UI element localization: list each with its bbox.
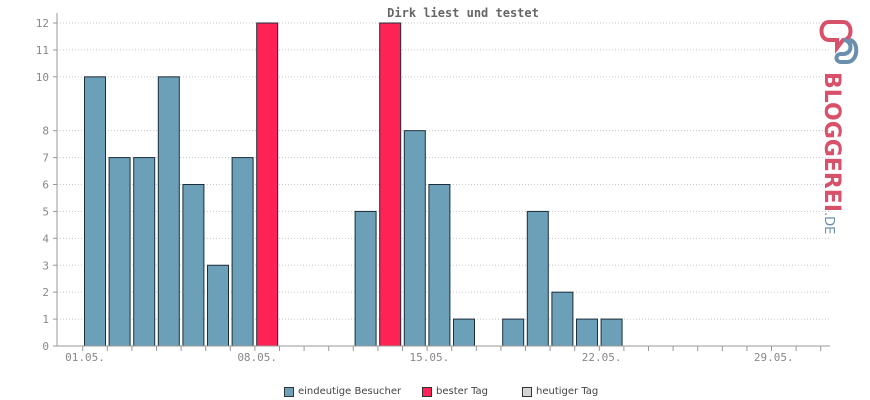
legend-item-best-day: bester Tag xyxy=(422,386,488,397)
visitor-bar xyxy=(207,264,229,347)
best-day-bar xyxy=(379,22,402,347)
best-day-bar xyxy=(256,22,279,347)
logo-suffix: .DE xyxy=(821,212,836,235)
y-tick-label: 5 xyxy=(42,205,49,218)
x-tick-label: 08.05. xyxy=(237,351,277,364)
legend-label-best-day: bester Tag xyxy=(436,386,489,397)
visitor-bar xyxy=(231,157,254,347)
legend-item-visitors: eindeutige Besucher xyxy=(284,386,401,397)
visitor-bar xyxy=(84,76,106,347)
x-tick-label: 29.05. xyxy=(754,351,794,364)
legend-item-today: heutiger Tag xyxy=(522,386,598,397)
visitor-bar xyxy=(576,318,598,347)
visitor-bar xyxy=(600,318,623,347)
legend-swatch-visitors xyxy=(284,386,294,397)
y-tick-label: 6 xyxy=(42,179,49,192)
visitor-bar xyxy=(502,318,525,347)
y-tick-label: 2 xyxy=(42,286,49,299)
legend-label-visitors: eindeutige Besucher xyxy=(298,386,402,397)
visitor-bar xyxy=(354,210,377,347)
y-tick-label: 11 xyxy=(36,44,49,57)
y-tick-label: 1 xyxy=(42,313,49,326)
logo-name: BLOGGEREI xyxy=(819,72,844,213)
bloggerei-logo[interactable] xyxy=(815,18,867,218)
y-tick-label: 0 xyxy=(42,340,49,353)
y-tick-label: 8 xyxy=(42,125,49,138)
bloggerei-logo-icon xyxy=(819,20,859,64)
visitor-bar xyxy=(157,76,180,347)
legend-swatch-today xyxy=(522,386,532,397)
y-tick-label: 7 xyxy=(42,152,49,165)
y-tick-label: 4 xyxy=(42,232,49,245)
y-tick-label: 3 xyxy=(42,259,49,272)
axes xyxy=(56,13,830,347)
x-tick-label: 22.05. xyxy=(582,351,622,364)
visitor-bar xyxy=(551,291,574,347)
bloggerei-logo-text: BLOGGEREI.DE xyxy=(818,72,844,234)
visitor-bar xyxy=(133,157,156,347)
visitor-bar xyxy=(182,184,205,347)
visitor-bar xyxy=(403,130,426,347)
x-tick-label: 01.05. xyxy=(65,351,105,364)
y-tick-label: 10 xyxy=(36,71,49,84)
visitor-bar xyxy=(108,157,131,347)
legend-label-today: heutiger Tag xyxy=(536,386,599,397)
visitor-bar xyxy=(428,184,451,347)
x-tick-label: 15.05. xyxy=(410,351,450,364)
x-axis-ticks: 01.05. 08.05. 15.05. 22.05. 29.05. xyxy=(65,346,822,364)
chart-title: Dirk liest und testet xyxy=(387,6,539,20)
legend: eindeutige Besucher bester Tag heutiger … xyxy=(0,386,870,400)
y-tick-label: 12 xyxy=(36,17,49,30)
legend-swatch-best-day xyxy=(422,386,432,397)
visitor-bar xyxy=(453,318,475,347)
visitor-bar xyxy=(526,210,549,347)
bars xyxy=(84,22,623,347)
